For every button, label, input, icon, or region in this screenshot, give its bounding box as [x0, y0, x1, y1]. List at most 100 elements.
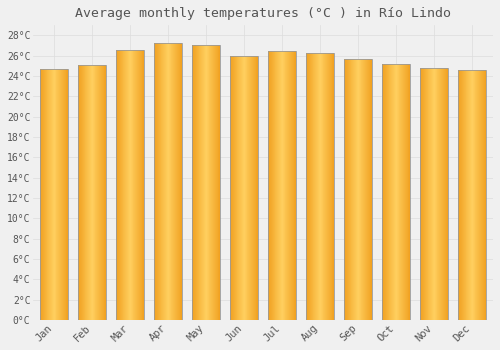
- Bar: [464, 70, 465, 320]
- Bar: [211, 44, 212, 320]
- Bar: [428, 68, 429, 320]
- Bar: [292, 51, 293, 320]
- Bar: [442, 68, 443, 320]
- Bar: [446, 68, 447, 320]
- Bar: [333, 53, 334, 320]
- Bar: [88, 65, 89, 320]
- Bar: [284, 51, 285, 320]
- Bar: [46, 69, 47, 320]
- Bar: [294, 51, 295, 320]
- Bar: [158, 43, 159, 320]
- Bar: [474, 70, 475, 320]
- Bar: [178, 43, 179, 320]
- Bar: [131, 50, 132, 320]
- Bar: [58, 69, 59, 320]
- Bar: [408, 64, 409, 320]
- Bar: [443, 68, 444, 320]
- Bar: [80, 65, 81, 320]
- Bar: [192, 44, 193, 320]
- Bar: [406, 64, 407, 320]
- Bar: [193, 44, 194, 320]
- Bar: [122, 50, 123, 320]
- Bar: [194, 44, 195, 320]
- Bar: [212, 44, 213, 320]
- Bar: [243, 56, 244, 320]
- Bar: [139, 50, 140, 320]
- Bar: [64, 69, 65, 320]
- Bar: [434, 68, 435, 320]
- Bar: [480, 70, 481, 320]
- Bar: [78, 65, 79, 320]
- Bar: [165, 43, 166, 320]
- Bar: [289, 51, 290, 320]
- Bar: [207, 44, 208, 320]
- Bar: [196, 44, 197, 320]
- Bar: [94, 65, 95, 320]
- Bar: [278, 51, 279, 320]
- Bar: [365, 59, 366, 320]
- Bar: [295, 51, 296, 320]
- Bar: [290, 51, 291, 320]
- Bar: [57, 69, 58, 320]
- Bar: [477, 70, 478, 320]
- Bar: [254, 56, 255, 320]
- Bar: [81, 65, 82, 320]
- Bar: [423, 68, 424, 320]
- Bar: [362, 59, 363, 320]
- Bar: [275, 51, 276, 320]
- Bar: [293, 51, 294, 320]
- Bar: [62, 69, 63, 320]
- Bar: [384, 64, 385, 320]
- Bar: [86, 65, 87, 320]
- Bar: [404, 64, 405, 320]
- Bar: [234, 56, 235, 320]
- Bar: [288, 51, 289, 320]
- Bar: [79, 65, 80, 320]
- Bar: [214, 44, 215, 320]
- Bar: [318, 53, 319, 320]
- Bar: [45, 69, 46, 320]
- Bar: [435, 68, 436, 320]
- Bar: [330, 53, 331, 320]
- Bar: [346, 59, 347, 320]
- Bar: [43, 69, 44, 320]
- Bar: [103, 65, 104, 320]
- Bar: [371, 59, 372, 320]
- Bar: [253, 56, 254, 320]
- Bar: [350, 59, 351, 320]
- Bar: [236, 56, 237, 320]
- Bar: [124, 50, 125, 320]
- Bar: [423, 68, 424, 320]
- Bar: [50, 69, 51, 320]
- Bar: [137, 50, 138, 320]
- Bar: [364, 59, 365, 320]
- Bar: [345, 59, 346, 320]
- Bar: [230, 56, 258, 320]
- Bar: [313, 53, 314, 320]
- Bar: [346, 59, 348, 320]
- Bar: [41, 69, 42, 320]
- Bar: [388, 64, 389, 320]
- Bar: [479, 70, 480, 320]
- Bar: [200, 44, 201, 320]
- Bar: [314, 53, 315, 320]
- Bar: [218, 44, 219, 320]
- Bar: [242, 56, 243, 320]
- Bar: [484, 70, 485, 320]
- Bar: [386, 64, 387, 320]
- Bar: [78, 65, 106, 320]
- Bar: [215, 44, 216, 320]
- Bar: [285, 51, 286, 320]
- Bar: [174, 43, 175, 320]
- Bar: [249, 56, 250, 320]
- Bar: [432, 68, 433, 320]
- Bar: [344, 59, 345, 320]
- Bar: [242, 56, 243, 320]
- Bar: [463, 70, 464, 320]
- Bar: [357, 59, 358, 320]
- Bar: [344, 59, 372, 320]
- Bar: [306, 53, 307, 320]
- Bar: [100, 65, 101, 320]
- Bar: [291, 51, 292, 320]
- Bar: [52, 69, 53, 320]
